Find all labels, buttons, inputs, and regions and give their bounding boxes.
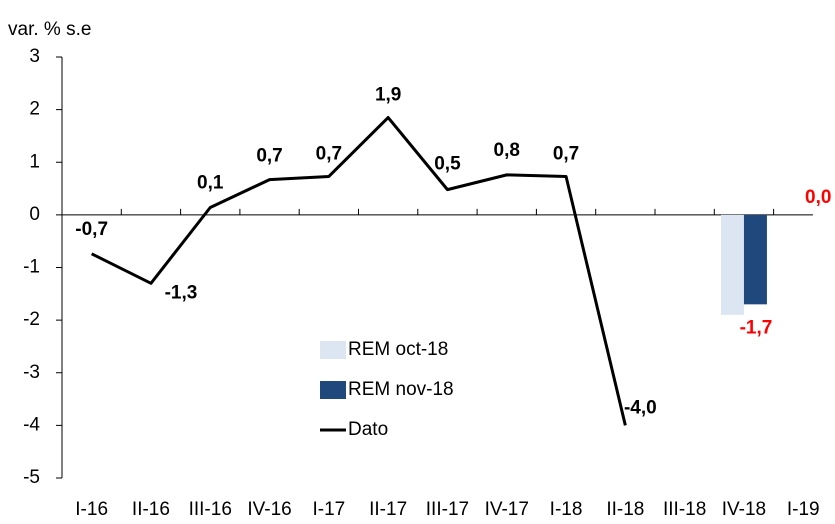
value-label: -0,7	[75, 219, 108, 240]
bar	[720, 214, 744, 315]
x-tick-label: II-17	[369, 499, 407, 520]
legend-swatch	[320, 341, 346, 359]
chart-title: var. % s.e	[8, 19, 91, 40]
x-tick-label: IV-17	[485, 499, 529, 520]
x-tick-label: III-16	[189, 499, 232, 520]
x-tick-label: I-17	[312, 499, 345, 520]
legend-swatch	[320, 381, 346, 399]
value-label: 0,5	[434, 154, 461, 175]
y-tick-label: -1	[23, 257, 40, 278]
x-tick-label: I-16	[75, 499, 108, 520]
value-label: 0,1	[197, 173, 224, 194]
legend-label: REM oct-18	[348, 339, 448, 360]
x-tick-label: IV-16	[247, 499, 291, 520]
y-tick-label: -4	[23, 414, 40, 435]
legend-label: Dato	[348, 419, 388, 440]
value-label: -1,7	[740, 317, 773, 338]
bar	[743, 214, 767, 305]
value-label: 0,0	[805, 187, 831, 208]
value-label: 0,7	[316, 143, 342, 164]
x-tick-label: I-19	[787, 499, 820, 520]
y-tick-label: 2	[29, 99, 40, 120]
y-tick-label: -5	[23, 467, 40, 488]
x-tick-label: IV-18	[722, 499, 766, 520]
line	[90, 116, 627, 426]
value-label: 0,7	[256, 146, 282, 167]
value-label: 0,7	[553, 143, 579, 164]
value-label: -1,3	[165, 282, 198, 303]
x-tick-label: I-18	[550, 499, 583, 520]
x-tick-label: II-16	[132, 499, 170, 520]
x-tick-label: II-18	[606, 499, 644, 520]
y-tick-label: 1	[29, 151, 40, 172]
value-label: 0,8	[494, 140, 520, 161]
legend-label: REM nov-18	[348, 379, 454, 400]
y-tick-label: 0	[29, 204, 40, 225]
y-tick-label: 3	[29, 46, 40, 67]
y-tick-label: -2	[23, 309, 40, 330]
value-label: -4,0	[624, 397, 657, 418]
x-tick-label: III-17	[426, 499, 469, 520]
value-label: 1,9	[375, 85, 401, 106]
y-tick-label: -3	[23, 362, 40, 383]
x-tick-label: III-18	[663, 499, 706, 520]
